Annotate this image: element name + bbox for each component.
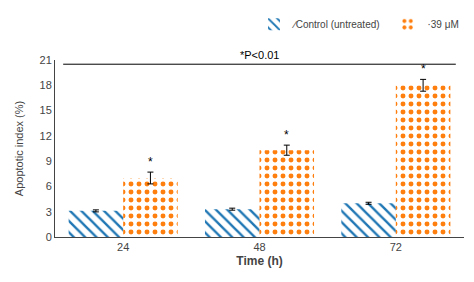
svg-text:72: 72 <box>390 241 402 253</box>
svg-text:9: 9 <box>46 155 52 167</box>
svg-text:48: 48 <box>253 241 265 253</box>
svg-text:Apoptotic index (%): Apoptotic index (%) <box>13 101 25 196</box>
svg-text:18: 18 <box>40 79 52 91</box>
svg-text:*P<0.01: *P<0.01 <box>240 49 279 61</box>
svg-text:12: 12 <box>40 130 52 142</box>
svg-text:Time (h): Time (h) <box>236 254 282 268</box>
svg-text:3: 3 <box>46 206 52 218</box>
svg-text:21: 21 <box>40 54 52 66</box>
svg-text:24: 24 <box>117 241 129 253</box>
svg-text:0: 0 <box>46 231 52 243</box>
svg-text:*: * <box>148 155 153 169</box>
svg-text:*: * <box>421 62 426 76</box>
svg-text:6: 6 <box>46 180 52 192</box>
svg-text:∕Control (untreated): ∕Control (untreated) <box>291 19 380 30</box>
svg-text:*: * <box>284 128 289 142</box>
svg-text:⋅39 μM: ⋅39 μM <box>428 19 459 30</box>
svg-text:15: 15 <box>40 104 52 116</box>
